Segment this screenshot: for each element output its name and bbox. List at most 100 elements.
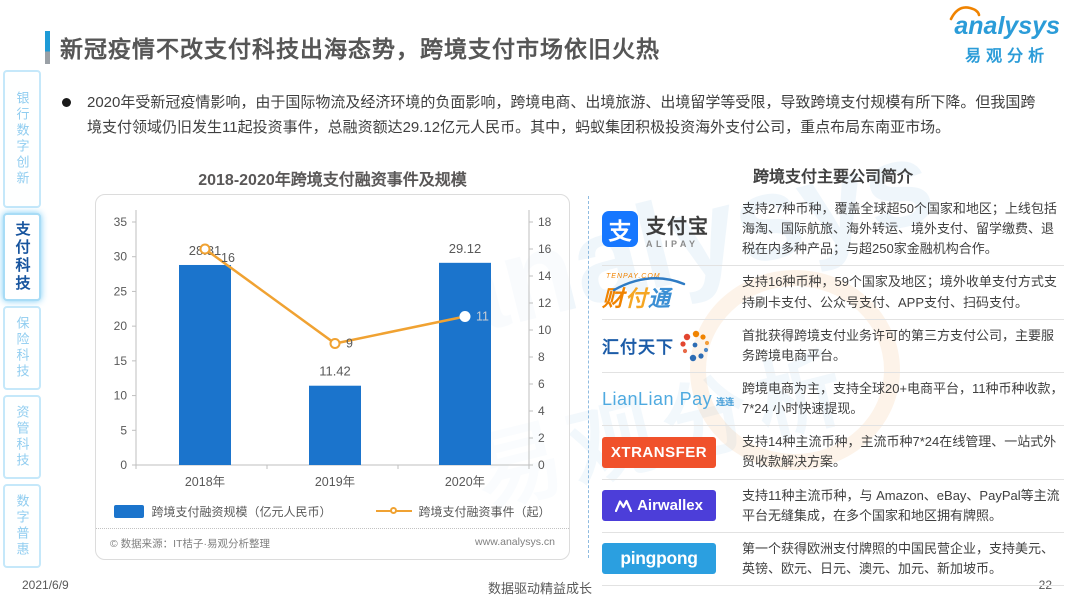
tenpay-logo: TENPAY.COM 财付通 [602, 273, 742, 313]
legend-line-swatch [375, 507, 412, 514]
alipay-name: 支付宝 [646, 215, 709, 238]
legend-bar-label: 跨境支付融资规模（亿元人民币） [151, 504, 332, 519]
lianlian-name: LianLian Pay [602, 388, 713, 409]
funding-chart-svg: 0510152025303502468101214161828.8111.422… [114, 210, 552, 489]
svg-text:2020年: 2020年 [445, 475, 485, 489]
alipay-logo: 支 支付宝 ALIPAY [602, 210, 742, 249]
lianlian-sub: 连连 [716, 396, 735, 407]
company-desc: 支持27种币种，覆盖全球超50个国家和地区；上线包括海淘、国际航旅、海外转运、境… [742, 201, 1057, 257]
data-source-text: © 数据来源：IT桔子·易观分析整理 [110, 538, 270, 550]
svg-text:0: 0 [120, 458, 127, 472]
svg-text:18: 18 [538, 215, 552, 229]
svg-text:10: 10 [538, 323, 552, 337]
alipay-sub: ALIPAY [646, 238, 699, 249]
legend-line-label: 跨境支付融资事件（起） [418, 504, 551, 519]
pingpong-logo: pingpong [602, 543, 742, 575]
sidebar-item-label: 数字普惠 [14, 494, 30, 558]
svg-text:11: 11 [476, 310, 489, 324]
tenpay-sub: TENPAY.COM [606, 272, 661, 280]
logo-swoosh-icon [950, 6, 981, 21]
svg-text:5: 5 [120, 423, 127, 437]
sidebar-item-label: 支付科技 [13, 221, 31, 293]
company-row-lianlian: LianLian Pay 连连 跨境电商为主，支持全球20+电商平台，11种币种… [602, 373, 1064, 427]
sidebar-item-bank-digital-innovation[interactable]: 银行数字创新 [3, 70, 41, 208]
companies-panel: 跨境支付主要公司简介 支 支付宝 ALIPAY 支持27种币种，覆盖全球超50个… [602, 163, 1064, 587]
chart-legend: 跨境支付融资规模（亿元人民币） 跨境支付融资事件（起） [96, 498, 569, 524]
company-desc: 支持16种币种，59个国家及地区；境外收单支付方式支持刷卡支付、公众号支付、AP… [742, 274, 1057, 310]
company-desc: 支持14种主流币种，主流币种7*24在线管理、一站式外贸收款解决方案。 [742, 434, 1057, 470]
footer-date: 2021/6/9 [22, 578, 69, 592]
xtransfer-logo: XTRANSFER [602, 436, 742, 468]
svg-text:2019年: 2019年 [315, 475, 355, 489]
huifu-swirl-icon [680, 330, 710, 362]
footer-page-number: 22 [1038, 578, 1052, 592]
xtransfer-name: XTRANSFER [610, 443, 708, 461]
svg-text:16: 16 [221, 251, 235, 265]
company-row-alipay: 支 支付宝 ALIPAY 支持27种币种，覆盖全球超50个国家和地区；上线包括海… [602, 193, 1064, 267]
legend-item-bar: 跨境支付融资规模（亿元人民币） [114, 503, 332, 520]
airwallex-logo: Airwallex [602, 490, 742, 522]
sidebar-item-asset-mgmt-tech[interactable]: 资管科技 [3, 395, 41, 479]
section-tabs-sidebar: 银行数字创新 支付科技 保险科技 资管科技 数字普惠 [3, 70, 43, 573]
legend-line-marker [389, 507, 397, 514]
svg-text:12: 12 [538, 296, 552, 310]
svg-text:4: 4 [538, 404, 545, 418]
company-desc: 第一个获得欧洲支付牌照的中国民营企业，支持美元、英镑、欧元、日元、澳元、加元、新… [742, 540, 1055, 576]
summary-text: 2020年受新冠疫情影响，由于国际物流及经济环境的负面影响，跨境电商、出境旅游、… [87, 94, 1036, 136]
svg-text:2: 2 [538, 431, 545, 445]
huifu-logo: 汇付天下 [602, 330, 742, 362]
analysys-logo-cn: 易观分析 [965, 48, 1050, 65]
title-accent-bar [45, 31, 50, 64]
source-url: www.analysys.cn [475, 536, 555, 548]
legend-item-line: 跨境支付融资事件（起） [375, 503, 551, 520]
sidebar-item-digital-inclusion[interactable]: 数字普惠 [3, 484, 41, 568]
svg-text:20: 20 [114, 319, 128, 333]
svg-text:29.12: 29.12 [449, 241, 482, 256]
svg-text:10: 10 [114, 389, 128, 403]
svg-text:25: 25 [114, 284, 128, 298]
huifu-name: 汇付天下 [602, 338, 674, 358]
svg-text:16: 16 [538, 242, 552, 256]
svg-text:30: 30 [114, 250, 128, 264]
svg-text:9: 9 [346, 337, 353, 351]
svg-text:8: 8 [538, 350, 545, 364]
lianlian-logo: LianLian Pay 连连 [602, 389, 742, 410]
company-row-xtransfer: XTRANSFER 支持14种主流币种，主流币种7*24在线管理、一站式外贸收款… [602, 426, 1064, 480]
analysys-logo: analysys 易观分析 [950, 6, 1060, 66]
vertical-dashed-divider [588, 196, 589, 558]
company-row-huifu: 汇付天下 首批获得跨境支付业务许可的第三方支付公司，主要服务跨境电商平台。 [602, 320, 1064, 373]
companies-panel-title: 跨境支付主要公司简介 [752, 169, 913, 186]
company-desc: 跨境电商为主，支持全球20+电商平台，11种币种收款，7*24 小时快速提现。 [742, 380, 1064, 417]
company-desc: 首批获得跨境支付业务许可的第三方支付公司，主要服务跨境电商平台。 [742, 327, 1055, 363]
sidebar-item-label: 保险科技 [14, 316, 30, 380]
sidebar-item-label: 银行数字创新 [14, 91, 30, 187]
svg-text:14: 14 [538, 269, 552, 283]
page-title: 新冠疫情不改支付科技出海态势，跨境支付市场依旧火热 [60, 36, 660, 62]
sidebar-item-insurance-tech[interactable]: 保险科技 [3, 306, 41, 390]
svg-text:11.42: 11.42 [319, 364, 351, 379]
legend-bar-swatch [114, 504, 145, 518]
tenpay-swoosh-icon [612, 276, 686, 291]
company-row-tenpay: TENPAY.COM 财付通 支持16种币种，59个国家及地区；境外收单支付方式… [602, 266, 1064, 320]
sidebar-item-payment-tech[interactable]: 支付科技 [3, 213, 41, 301]
svg-text:35: 35 [114, 215, 128, 229]
alipay-icon: 支 [602, 211, 638, 248]
sidebar-item-label: 资管科技 [14, 405, 30, 469]
company-desc: 支持11种主流币种，与 Amazon、eBay、PayPal等主流平台无缝集成，… [742, 487, 1060, 523]
svg-text:6: 6 [538, 377, 545, 391]
funding-chart-panel: 0510152025303502468101214161828.8111.422… [95, 194, 570, 560]
pingpong-name: pingpong [620, 548, 698, 569]
chart-title: 2018-2020年跨境支付融资事件及规模 [198, 172, 467, 189]
airwallex-name: Airwallex [637, 497, 703, 515]
svg-text:0: 0 [538, 458, 545, 472]
svg-text:15: 15 [114, 354, 128, 368]
company-row-pingpong: pingpong 第一个获得欧洲支付牌照的中国民营企业，支持美元、英镑、欧元、日… [602, 533, 1064, 587]
footer-slogan: 数据驱动精益成长 [487, 581, 592, 596]
tenpay-name: 财付通 [602, 285, 672, 311]
company-row-airwallex: Airwallex 支持11种主流币种，与 Amazon、eBay、PayPal… [602, 480, 1064, 533]
analysys-logo-wordmark: analysys [950, 6, 1060, 41]
svg-text:2018年: 2018年 [185, 475, 225, 489]
summary-bullet: 2020年受新冠疫情影响，由于国际物流及经济环境的负面影响，跨境电商、出境旅游、… [62, 90, 1047, 140]
airwallex-mark-icon [615, 500, 633, 513]
chart-source-row: © 数据来源：IT桔子·易观分析整理 www.analysys.cn [96, 528, 569, 551]
